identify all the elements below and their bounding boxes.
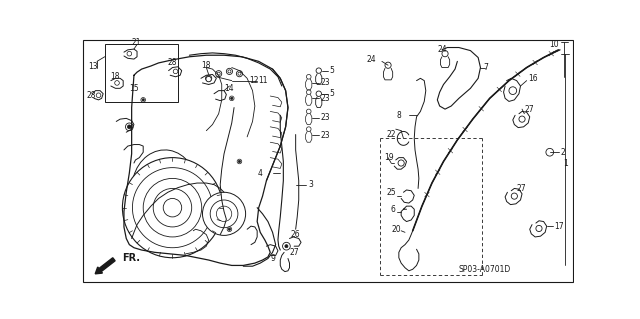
Text: 28: 28: [87, 91, 97, 100]
Circle shape: [228, 228, 230, 230]
Text: 27: 27: [524, 105, 534, 114]
Circle shape: [509, 87, 516, 94]
Circle shape: [238, 72, 241, 75]
Circle shape: [142, 99, 145, 101]
Circle shape: [206, 76, 211, 82]
Text: 5: 5: [330, 89, 335, 98]
Circle shape: [205, 75, 212, 81]
Text: 17: 17: [554, 222, 564, 231]
Text: 15: 15: [129, 84, 139, 93]
Circle shape: [316, 91, 321, 96]
FancyArrow shape: [95, 258, 115, 274]
Text: 18: 18: [201, 61, 211, 70]
Circle shape: [173, 69, 178, 74]
Circle shape: [227, 227, 232, 232]
Text: 10: 10: [549, 40, 559, 49]
Circle shape: [385, 62, 391, 68]
Text: 5: 5: [330, 66, 335, 75]
Circle shape: [511, 193, 517, 199]
Circle shape: [141, 98, 145, 102]
Text: 23: 23: [320, 94, 330, 103]
Circle shape: [238, 160, 241, 163]
Text: 24: 24: [437, 45, 447, 54]
Circle shape: [237, 159, 242, 164]
Text: 20: 20: [392, 225, 401, 234]
Circle shape: [536, 226, 542, 232]
Text: 24: 24: [366, 55, 376, 64]
Text: 11: 11: [259, 76, 268, 85]
Circle shape: [115, 81, 119, 85]
Circle shape: [283, 242, 291, 250]
Circle shape: [127, 51, 132, 56]
Text: 25: 25: [386, 188, 396, 197]
Text: 23: 23: [320, 113, 330, 122]
Text: 18: 18: [110, 72, 120, 81]
Circle shape: [153, 189, 192, 227]
Circle shape: [96, 93, 101, 98]
Circle shape: [163, 198, 182, 217]
Text: 27: 27: [516, 184, 526, 193]
Text: 2: 2: [561, 148, 565, 157]
Text: 16: 16: [528, 74, 538, 83]
Text: FR.: FR.: [122, 253, 140, 263]
Circle shape: [307, 109, 311, 114]
Text: 6: 6: [391, 205, 396, 214]
Circle shape: [143, 178, 202, 237]
Circle shape: [216, 206, 232, 221]
Text: 27: 27: [289, 248, 299, 257]
Circle shape: [227, 68, 232, 74]
Text: 21: 21: [132, 38, 141, 48]
Circle shape: [132, 168, 212, 248]
Text: 19: 19: [384, 153, 394, 162]
Text: 28: 28: [167, 58, 177, 67]
Circle shape: [230, 97, 233, 100]
Text: 26: 26: [291, 230, 300, 239]
Text: 13: 13: [88, 62, 97, 71]
Circle shape: [207, 77, 210, 80]
Circle shape: [546, 148, 554, 156]
Text: 4: 4: [258, 168, 262, 178]
Text: 14: 14: [224, 84, 234, 93]
Circle shape: [202, 192, 246, 235]
Circle shape: [285, 245, 288, 248]
Text: SP03-A0701D: SP03-A0701D: [459, 265, 511, 274]
Text: 9: 9: [270, 254, 275, 263]
Text: 7: 7: [484, 63, 488, 72]
Circle shape: [210, 200, 238, 228]
Circle shape: [125, 123, 133, 131]
Circle shape: [236, 70, 243, 77]
Circle shape: [217, 72, 220, 75]
Text: 12: 12: [250, 76, 259, 85]
Text: 23: 23: [320, 131, 330, 140]
Circle shape: [230, 96, 234, 101]
Circle shape: [398, 160, 404, 166]
Circle shape: [122, 158, 223, 258]
Text: 22: 22: [387, 130, 396, 139]
Text: 3: 3: [308, 180, 313, 189]
Circle shape: [442, 51, 448, 57]
Circle shape: [519, 116, 525, 122]
Circle shape: [316, 68, 321, 73]
Text: 8: 8: [396, 111, 401, 120]
Circle shape: [228, 70, 231, 73]
Bar: [105, 44, 178, 102]
Circle shape: [127, 125, 131, 129]
Circle shape: [307, 90, 311, 94]
Circle shape: [216, 70, 221, 77]
Text: 1: 1: [563, 159, 568, 167]
Circle shape: [307, 74, 311, 79]
Circle shape: [307, 127, 311, 131]
Text: 23: 23: [320, 78, 330, 87]
